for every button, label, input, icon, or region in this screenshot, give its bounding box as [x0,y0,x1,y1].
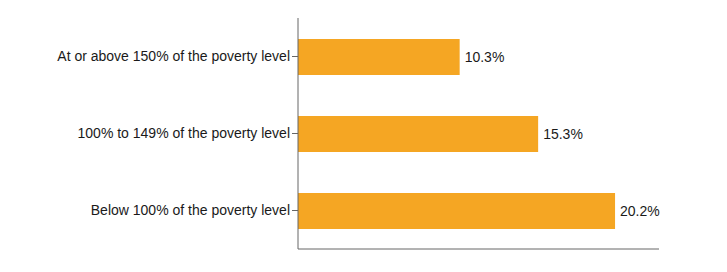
svg-text:20.2%: 20.2% [620,203,660,219]
svg-text:Below 100% of the poverty leve: Below 100% of the poverty level [91,202,290,218]
svg-text:15.3%: 15.3% [543,126,583,142]
svg-text:10.3%: 10.3% [465,49,505,65]
svg-text:100% to 149% of the poverty le: 100% to 149% of the poverty level [78,125,290,141]
svg-text:At or above 150% of the povert: At or above 150% of the poverty level [57,48,290,64]
